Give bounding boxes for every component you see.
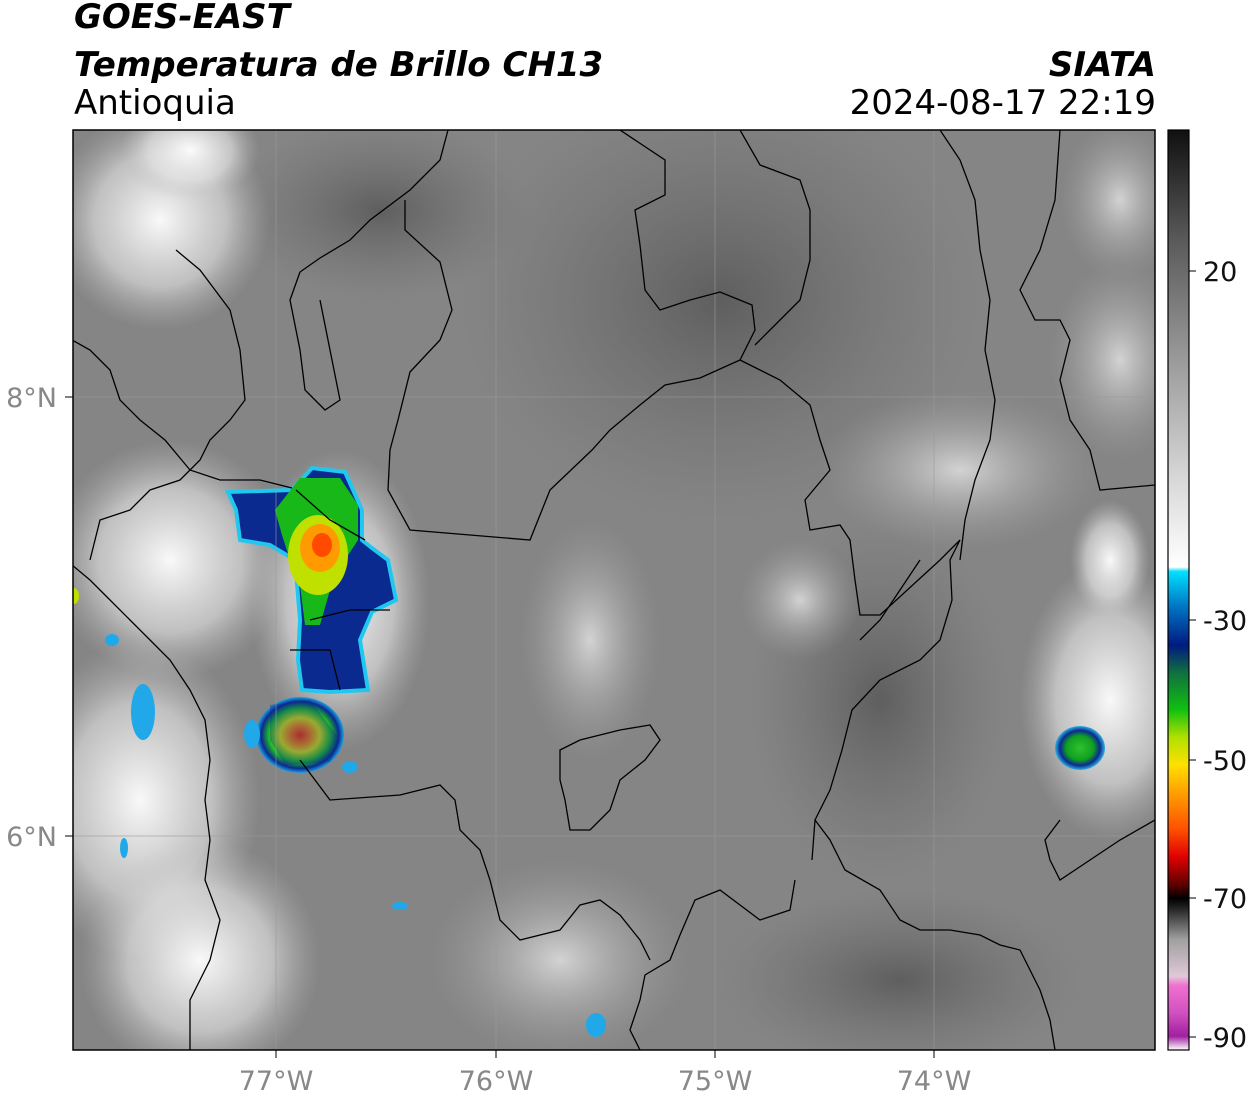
colorbar: 20 -30 -50 -70 -90 [1167,129,1247,1054]
x-tick-label: 74°W [897,1066,972,1097]
region-label: Antioquia [74,83,236,123]
colorbar-tick-label: -70 [1203,884,1247,915]
x-tick-label: 75°W [678,1066,753,1097]
colorbar-tick-label: 20 [1203,257,1237,288]
colorbar-tick-label: -30 [1203,606,1247,637]
boundaries [73,130,1155,1050]
map-frame [72,129,1156,1051]
y-axis: 8°N 6°N [6,383,73,853]
y-tick-label: 8°N [6,383,57,414]
product-title: Temperatura de Brillo CH13 [74,45,604,85]
colorbar-tick-label: -50 [1203,746,1247,777]
storm-cells [73,465,1105,1037]
colorbar-gradient [1168,130,1189,1050]
agency-label: SIATA [1048,45,1156,85]
satellite-image [73,130,1155,1050]
datetime-label: 2024-08-17 22:19 [849,83,1156,123]
y-tick-label: 6°N [6,822,57,853]
x-axis: 77°W 76°W 75°W 74°W [239,1050,972,1097]
x-tick-label: 77°W [239,1066,314,1097]
x-tick-label: 76°W [459,1066,534,1097]
colorbar-tick-label: -90 [1203,1023,1247,1054]
satellite-title: GOES-EAST [74,0,290,37]
grid-lines [73,130,1155,1050]
